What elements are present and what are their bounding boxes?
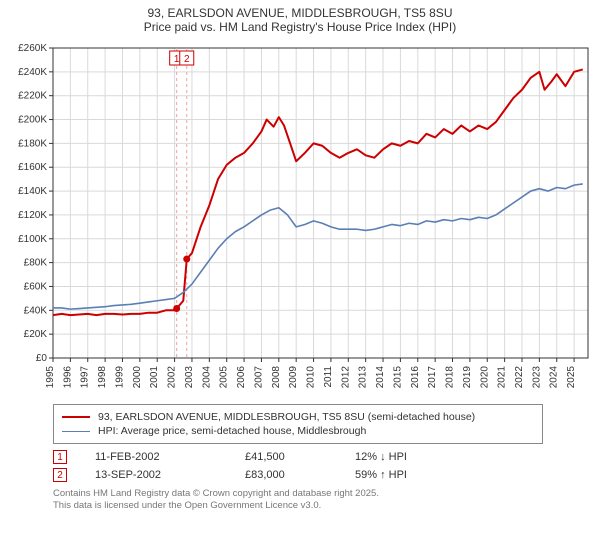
svg-text:2006: 2006 (236, 366, 247, 389)
transaction-price: £83,000 (245, 469, 355, 481)
transaction-row: 1 11-FEB-2002£41,50012% ↓ HPI (53, 450, 543, 464)
legend-item: HPI: Average price, semi-detached house,… (62, 425, 534, 437)
svg-text:2: 2 (184, 54, 190, 65)
svg-text:£140K: £140K (18, 186, 47, 197)
svg-text:£20K: £20K (24, 329, 48, 340)
transaction-row: 2 13-SEP-2002£83,00059% ↑ HPI (53, 468, 543, 482)
svg-text:£40K: £40K (24, 305, 48, 316)
svg-text:1995: 1995 (45, 366, 56, 389)
svg-text:£80K: £80K (24, 258, 48, 269)
svg-text:2025: 2025 (566, 366, 577, 389)
svg-text:1998: 1998 (97, 366, 108, 389)
svg-text:2024: 2024 (549, 366, 560, 389)
svg-text:2019: 2019 (462, 366, 473, 389)
legend-item: 93, EARLSDON AVENUE, MIDDLESBROUGH, TS5 … (62, 411, 534, 423)
footer-line-2: This data is licensed under the Open Gov… (53, 500, 592, 512)
footer-line-1: Contains HM Land Registry data © Crown c… (53, 488, 592, 500)
legend-swatch (62, 416, 90, 418)
svg-text:2016: 2016 (410, 366, 421, 389)
svg-text:2009: 2009 (288, 366, 299, 389)
svg-text:2012: 2012 (340, 366, 351, 389)
svg-text:2018: 2018 (445, 366, 456, 389)
chart-titles: 93, EARLSDON AVENUE, MIDDLESBROUGH, TS5 … (8, 6, 592, 34)
legend-swatch (62, 431, 90, 432)
svg-text:1996: 1996 (62, 366, 73, 389)
svg-text:£220K: £220K (18, 91, 47, 102)
svg-text:2017: 2017 (427, 366, 438, 389)
svg-text:2014: 2014 (375, 366, 386, 389)
svg-text:2004: 2004 (201, 366, 212, 389)
svg-text:2021: 2021 (497, 366, 508, 389)
svg-text:2001: 2001 (149, 366, 160, 389)
svg-text:2007: 2007 (253, 366, 264, 389)
svg-text:2010: 2010 (306, 366, 317, 389)
svg-text:£60K: £60K (24, 281, 48, 292)
svg-text:2000: 2000 (132, 366, 143, 389)
svg-text:2002: 2002 (167, 366, 178, 389)
svg-text:1997: 1997 (80, 366, 91, 389)
svg-text:2020: 2020 (479, 366, 490, 389)
title-address: 93, EARLSDON AVENUE, MIDDLESBROUGH, TS5 … (8, 6, 592, 20)
transaction-marker: 1 (53, 450, 67, 464)
svg-text:£160K: £160K (18, 162, 47, 173)
svg-text:2022: 2022 (514, 366, 525, 389)
chart: £0 £20K £40K £60K £80K £100K £120K £140K £160K £1… (8, 38, 592, 398)
svg-text:£0: £0 (36, 353, 48, 364)
transactions-table: 1 11-FEB-2002£41,50012% ↓ HPI 2 13-SEP-2002… (53, 450, 543, 482)
svg-text:£100K: £100K (18, 234, 47, 245)
transaction-price: £41,500 (245, 451, 355, 463)
svg-text:2013: 2013 (358, 366, 369, 389)
svg-text:2023: 2023 (531, 366, 542, 389)
legend-label: HPI: Average price, semi-detached house,… (98, 425, 366, 437)
transaction-date: 11-FEB-2002 (95, 451, 245, 463)
transaction-delta: 12% ↓ HPI (355, 451, 465, 463)
svg-text:£200K: £200K (18, 115, 47, 126)
svg-text:£120K: £120K (18, 210, 47, 221)
svg-text:2003: 2003 (184, 366, 195, 389)
svg-text:2011: 2011 (323, 366, 334, 388)
transaction-delta: 59% ↑ HPI (355, 469, 465, 481)
title-subtitle: Price paid vs. HM Land Registry's House … (8, 20, 592, 34)
svg-text:£240K: £240K (18, 67, 47, 78)
svg-text:£260K: £260K (18, 43, 47, 54)
legend: 93, EARLSDON AVENUE, MIDDLESBROUGH, TS5 … (53, 404, 543, 444)
svg-text:£180K: £180K (18, 138, 47, 149)
svg-text:2005: 2005 (219, 366, 230, 389)
chart-svg: £0 £20K £40K £60K £80K £100K £120K £140K £160K £1… (8, 38, 592, 398)
transaction-marker: 2 (53, 468, 67, 482)
transaction-date: 13-SEP-2002 (95, 469, 245, 481)
svg-text:1: 1 (174, 54, 180, 65)
svg-text:2008: 2008 (271, 366, 282, 389)
attribution-footer: Contains HM Land Registry data © Crown c… (53, 488, 592, 513)
legend-label: 93, EARLSDON AVENUE, MIDDLESBROUGH, TS5 … (98, 411, 475, 423)
svg-text:1999: 1999 (114, 366, 125, 389)
svg-text:2015: 2015 (392, 366, 403, 389)
